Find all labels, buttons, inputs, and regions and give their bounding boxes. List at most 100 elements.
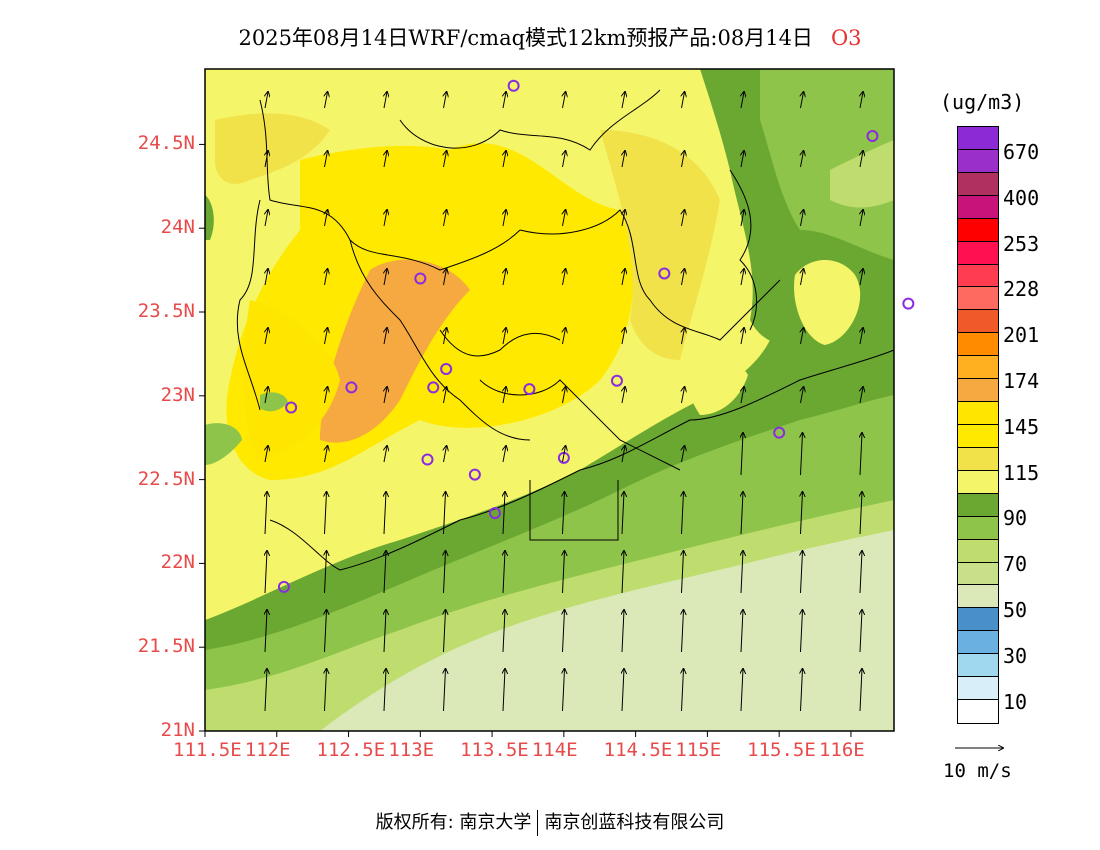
wind-vector [444,669,446,712]
wind-vector [801,551,803,594]
wind-vector [860,210,863,227]
wind-vector [741,151,744,168]
wind-vector [325,151,328,168]
wind-vector [325,328,328,345]
wind-vector [265,446,268,463]
wind-vector [503,328,506,345]
y-axis-label: 24.5N [137,132,195,155]
wind-vector [384,151,387,168]
footer-divider [537,810,539,836]
colorbar-swatch [958,470,998,494]
station-marker [414,272,427,285]
wind-vector [265,387,268,404]
colorbar-swatch [958,127,998,150]
x-axis-label: 115.5E [747,739,816,761]
map-frame [204,68,895,732]
footer-left: 版权所有: 南京大学 [375,812,532,833]
wind-vector [444,387,447,404]
x-axis-label: 113E [388,739,435,761]
colorbar-label: 145 [1003,414,1040,439]
station-marker [507,79,520,92]
wind-vector [325,551,327,594]
wind-vector [682,610,684,653]
wind-vector [265,210,268,227]
wind-vector [801,92,804,109]
wind-vector [860,610,862,653]
x-axis-label: 111.5E [173,739,242,761]
wind-vector [444,446,447,463]
colorbar-unit: (ug/m3) [940,90,1025,114]
wind-vector [622,151,625,168]
wind-vector [860,387,863,404]
wind-vector [563,551,565,594]
wind-vector [265,551,267,594]
colorbar-swatch [958,447,998,471]
wind-vector [325,446,328,463]
wind-vector [265,269,268,286]
wind-vector [384,446,387,463]
colorbar-swatch [958,424,998,448]
wind-vector [682,387,685,404]
colorbar-label: 253 [1003,231,1040,256]
wind-vector [563,669,565,712]
colorbar-label: 174 [1003,369,1040,393]
wind-vector [563,492,565,535]
footer-right: 南京创蓝科技有限公司 [544,812,725,833]
wind-vector [503,446,506,463]
wind-vector [563,610,565,653]
station-marker [468,468,481,481]
wind-vector [384,328,387,345]
concentration-field [205,69,894,731]
station-marker [866,130,879,143]
colorbar-swatch [958,195,998,219]
wind-vector [622,551,624,594]
wind-vector [503,551,505,594]
colorbar-label: 10 [1003,689,1028,714]
wind-reference-label: 10 m/s [943,760,1012,782]
wind-vector [444,328,447,345]
station-marker [277,580,290,593]
wind-vector [265,610,267,653]
wind-vector [325,210,328,227]
wind-vector [563,210,566,227]
colorbar-swatch [958,700,998,723]
colorbar-swatch [958,149,998,173]
station-marker [773,426,786,439]
wind-vector [741,387,744,404]
wind-vector [444,492,446,535]
wind-vector [444,551,446,594]
wind-vector [444,151,447,168]
wind-vector [622,446,625,463]
wind-vector [801,669,803,712]
wind-vector [860,551,862,594]
colorbar-label: 201 [1003,323,1040,348]
y-axis-label: 21.5N [137,635,195,658]
wind-vector [622,492,624,535]
wind-vector [325,269,328,286]
station-marker [345,381,358,394]
station-marker [440,362,453,375]
colorbar-swatch [958,287,998,311]
wind-vector [503,492,505,535]
colorbar-label: 670 [1003,140,1040,164]
wind-vector [741,669,743,712]
station-marker [902,297,915,310]
colorbar-label: 115 [1003,460,1040,485]
station-marker [658,267,671,280]
wind-vector [325,610,327,653]
wind-vector [801,387,804,404]
wind-vectors [265,92,863,712]
wind-vector [682,446,685,463]
wind-vector [741,328,744,345]
wind-vector [265,151,268,168]
wind-vector [265,669,267,712]
station-marker [610,374,623,387]
wind-vector [444,269,447,286]
y-axis-label: 22.5N [137,467,195,490]
wind-vector [325,669,327,712]
wind-vector [801,433,803,476]
wind-vector [325,387,328,404]
wind-vector [801,610,803,653]
wind-vector [503,610,505,653]
wind-vector [563,151,566,168]
